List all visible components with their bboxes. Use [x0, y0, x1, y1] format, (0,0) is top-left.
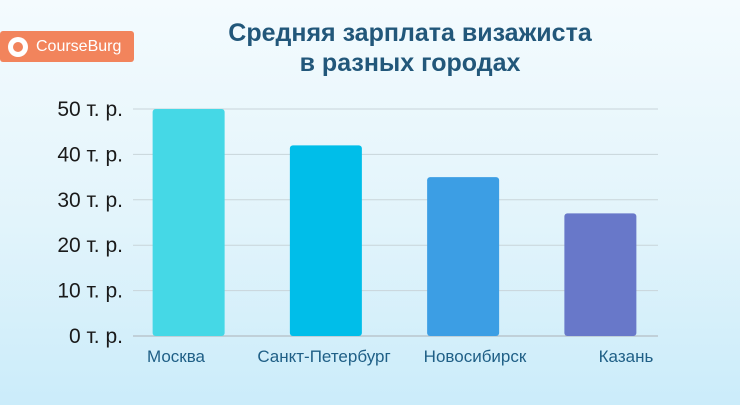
y-tick-label: 20 т. р. [57, 234, 123, 257]
y-tick-label: 0 т. р. [69, 325, 123, 348]
chart-title-line-2: в разных городах [299, 49, 521, 77]
courseburg-logo-icon [8, 36, 28, 57]
bar-1 [152, 109, 225, 336]
bar-2 [289, 145, 362, 336]
x-tick-label: Москва [147, 347, 206, 366]
y-tick-label: 30 т. р. [57, 189, 123, 212]
brand-name: CourseBurg [36, 37, 122, 55]
chart-title-line-1: Средняя зарплата визажиста [228, 19, 592, 47]
y-tick-label: 40 т. р. [57, 143, 123, 166]
y-tick-label: 50 т. р. [57, 98, 123, 121]
y-tick-label: 10 т. р. [57, 280, 123, 303]
bar-3 [427, 177, 500, 336]
bar-4 [564, 213, 637, 336]
x-tick-label: Новосибирск [424, 347, 527, 366]
x-tick-label: Казань [599, 347, 654, 366]
courseburg-logo: CourseBurg [0, 31, 134, 62]
x-tick-label: Санкт-Петербург [257, 347, 390, 366]
